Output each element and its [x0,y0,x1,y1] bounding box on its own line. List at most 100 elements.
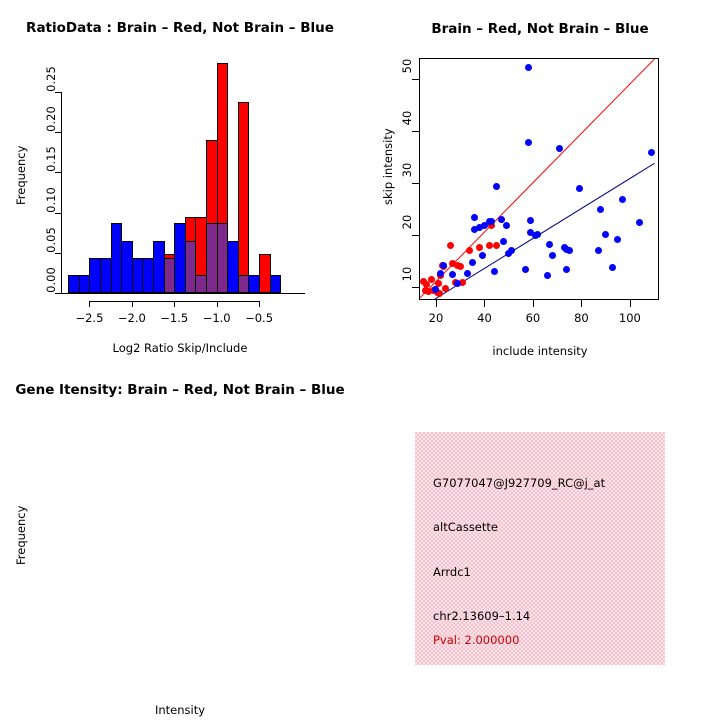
scatter-point-not-brain [497,215,505,223]
y-axis-tick [412,286,419,288]
y-tick-label: 0.00 [44,267,58,293]
scatter-point-not-brain [463,269,471,277]
x-axis-tick [629,300,631,307]
scatter-point-brain [476,243,484,251]
x-axis-tick [174,301,176,307]
scatter-point-brain [427,275,435,283]
info-event-type: altCassette [433,520,498,534]
y-axis-tick [55,172,61,174]
y-axis-line [61,92,62,293]
scatter-point-brain [436,289,444,297]
scatter-point-not-brain [468,258,476,266]
scatter-point-brain [422,280,430,288]
y-tick-label: 0.10 [44,186,58,213]
x-tick-label: 60 [525,311,541,325]
y-tick-label: 50 [400,58,414,74]
ratio-histogram-xlabel: Log2 Ratio Skip/Include [112,341,248,355]
x-tick-label: −2.0 [117,311,146,325]
histogram-bar [237,101,250,293]
scatter-point-not-brain [546,240,554,248]
scatter-point-not-brain [602,230,610,238]
scatter-point-not-brain [534,231,542,239]
scatter-point-not-brain [502,222,510,230]
scatter-plot-area: 10 20 30 40 50 20 40 60 80 100 [360,0,720,360]
histogram-bar [259,254,271,293]
scatter-xlabel: include intensity [492,344,588,358]
scatter-point-brain [442,285,450,293]
scatter-point-not-brain [439,261,447,269]
y-axis-tick [55,132,61,134]
ratio-histogram-ylabel: Frequency [14,145,28,205]
y-axis-tick [55,293,61,294]
info-gene-symbol: Arrdc1 [433,565,471,579]
scatter-point-not-brain [609,263,617,271]
histogram-bar [269,275,282,293]
scatter-point-not-brain [636,219,644,227]
y-axis-tick [412,130,419,132]
x-axis-tick [216,301,218,307]
gene-histogram-title: Gene Itensity: Brain – Red, Not Brain – … [15,382,345,398]
scatter-point-not-brain [490,268,498,276]
x-axis-baseline [60,293,305,294]
x-axis-tick [259,301,261,307]
x-axis-tick [89,301,91,307]
info-location: chr2.13609–1.14 [433,609,531,623]
y-axis-tick [55,252,61,254]
scatter-point-brain [425,287,433,295]
info-pval: Pval: 2.000000 [433,633,520,647]
x-axis-tick [581,300,583,307]
scatter-point-brain [488,222,496,230]
y-tick-label: 10 [400,266,414,282]
scatter-point-not-brain [471,226,479,234]
scatter-point-not-brain [488,218,496,226]
scatter-point-brain [459,279,467,287]
gene-histogram-panel: Gene Itensity: Brain – Red, Not Brain – … [0,360,360,720]
scatter-point-not-brain [449,270,457,278]
scatter-point-not-brain [437,270,445,278]
y-axis-tick [412,78,419,80]
scatter-point-not-brain [500,237,508,245]
y-tick-label: 40 [400,110,414,126]
scatter-point-not-brain [507,247,515,255]
scatter-point-not-brain [476,223,484,231]
x-tick-label: −2.5 [75,311,104,325]
y-axis-tick [55,92,61,94]
gene-histogram-plot-area: 0.000.050.100.150.2020406080100 [0,360,360,720]
scatter-point-not-brain [527,216,534,224]
x-tick-label: −1.5 [160,311,189,325]
scatter-point-brain [421,287,429,295]
info-probe-id: G7077047@J927709_RC@j_at [433,476,606,490]
scatter-point-brain [485,241,493,249]
y-tick-label: 0.05 [44,227,58,253]
scatter-point-not-brain [543,272,551,280]
y-axis-tick [412,234,419,236]
scatter-point-not-brain [548,251,556,259]
x-axis-tick [435,300,437,307]
scatter-point-not-brain [524,138,532,146]
x-tick-label: −0.5 [245,311,274,325]
scatter-point-not-brain [522,265,530,273]
scatter-point-not-brain [480,222,488,230]
scatter-point-brain [493,241,501,249]
x-tick-label: 20 [428,311,444,325]
gene-histogram-ylabel: Frequency [14,505,28,565]
scatter-frame [419,58,659,300]
x-axis-tick [131,301,133,307]
scatter-point-not-brain [619,196,627,204]
scatter-point-not-brain [471,214,479,222]
scatter-point-not-brain [527,229,534,237]
scatter-point-not-brain [614,235,622,243]
scatter-point-brain [456,262,464,270]
scatter-point-not-brain [594,247,602,255]
scatter-points-clip [420,59,658,299]
x-axis-tick [532,300,534,307]
scatter-point-not-brain [556,145,564,153]
ratio-histogram-title: RatioData : Brain – Red, Not Brain – Blu… [26,20,334,36]
ratio-histogram-panel: RatioData : Brain – Red, Not Brain – Blu… [0,0,360,360]
y-tick-label: 0.25 [44,66,58,92]
scatter-point-brain [434,280,442,288]
y-axis-tick [412,182,419,184]
scatter-point-brain [466,247,474,255]
x-tick-label: 40 [477,311,492,325]
